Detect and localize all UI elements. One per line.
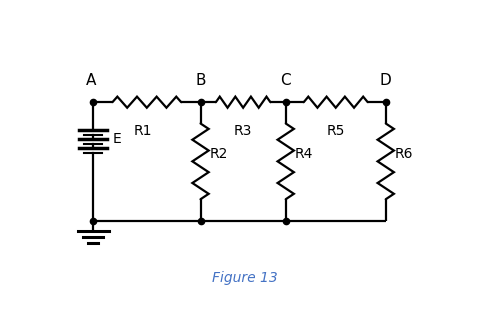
Text: R5: R5 <box>326 124 345 138</box>
Text: D: D <box>380 73 391 88</box>
Text: R3: R3 <box>234 124 252 138</box>
Text: R6: R6 <box>395 147 413 161</box>
Text: R1: R1 <box>134 124 152 138</box>
Text: E: E <box>112 132 121 146</box>
Text: B: B <box>196 73 206 88</box>
Text: R2: R2 <box>210 147 228 161</box>
Text: C: C <box>281 73 291 88</box>
Text: A: A <box>86 73 97 88</box>
Text: R4: R4 <box>295 147 314 161</box>
Text: Figure 13: Figure 13 <box>212 271 278 285</box>
